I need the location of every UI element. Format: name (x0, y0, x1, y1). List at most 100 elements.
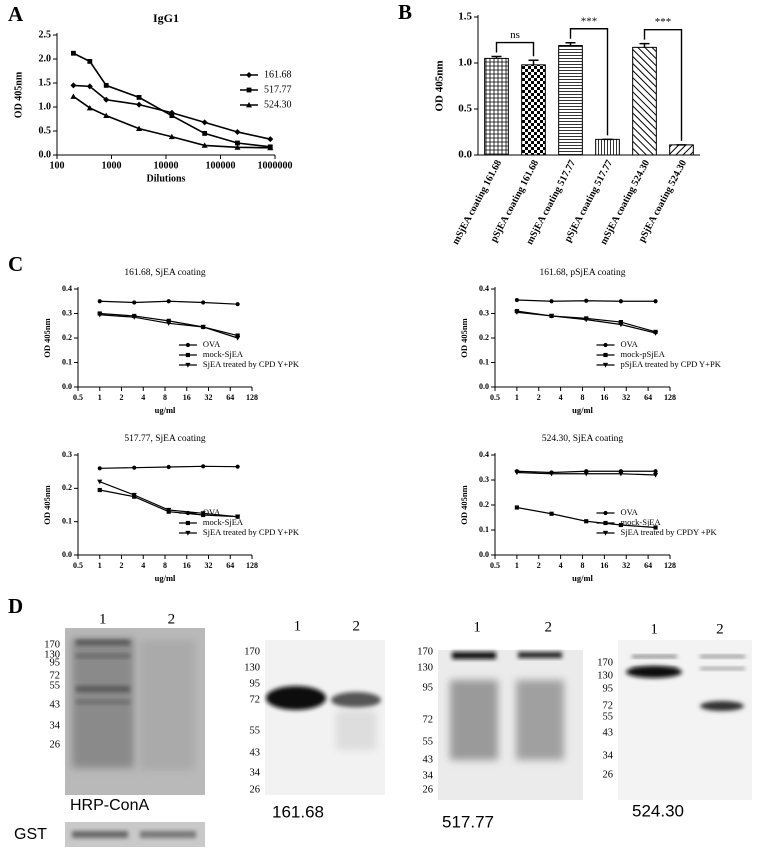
x-tick-label: 64 (226, 393, 234, 402)
x-tick-label: 1 (98, 393, 102, 402)
size-marker: 55 (423, 736, 434, 747)
y-tick-label: 2.0 (39, 53, 52, 64)
x-axis-label: ug/ml (572, 573, 593, 583)
size-marker: 72 (50, 670, 61, 681)
marker (97, 487, 102, 493)
marker (267, 136, 274, 143)
y-tick-label: 1.5 (39, 77, 52, 88)
blot-image (438, 650, 583, 800)
size-marker: 26 (50, 739, 61, 750)
x-tick-label: 32 (205, 561, 213, 570)
panel-label: B (398, 0, 412, 24)
bar (595, 138, 620, 156)
size-marker: 95 (423, 682, 434, 693)
legend-marker (603, 520, 608, 526)
marker (136, 95, 142, 100)
size-marker: 55 (603, 711, 614, 722)
significance-bracket (643, 28, 683, 141)
y-tick-label: 0.1 (62, 516, 72, 525)
marker (234, 128, 241, 135)
marker (131, 492, 137, 498)
y-tick-label: 0.0 (62, 550, 72, 559)
blot-caption: 161.68 (272, 802, 324, 821)
chart-title: 161.68, SjEA coating (124, 268, 206, 278)
loading-control-label: GST (14, 826, 47, 843)
size-marker: 55 (50, 680, 61, 691)
size-marker: 34 (423, 770, 434, 781)
y-tick-label: 0.3 (62, 308, 72, 317)
x-axis-label: Dilutions (147, 173, 186, 184)
chart-title: 517.77, SjEA coating (124, 434, 206, 444)
marker (166, 321, 172, 326)
x-tick-label: 16 (600, 393, 608, 402)
marker (201, 119, 208, 126)
marker (202, 131, 208, 136)
x-tick-label: 32 (622, 561, 630, 570)
legend-marker (602, 530, 609, 536)
x-tick-label: 128 (664, 393, 676, 402)
y-tick-label: 0.2 (479, 333, 489, 342)
bar (632, 46, 657, 156)
y-axis-label: OD 405nm (42, 318, 52, 357)
blot-image (618, 640, 752, 800)
y-tick-label: 0.1 (62, 357, 72, 366)
marker (549, 299, 554, 304)
marker (201, 464, 206, 469)
marker (103, 112, 110, 119)
x-tick-label: 2 (537, 393, 541, 402)
x-tick-label: 1 (515, 561, 519, 570)
x-tick-label: 8 (163, 561, 167, 570)
y-tick-label: 0.3 (479, 308, 489, 317)
panel-label: A (8, 2, 24, 26)
legend-marker (185, 352, 190, 358)
marker (70, 82, 77, 89)
x-tick-label: 4 (559, 561, 563, 570)
x-tick-label: 8 (581, 393, 585, 402)
marker (583, 317, 589, 323)
marker (86, 83, 93, 90)
y-tick-label: 0.0 (479, 382, 489, 391)
blot-image (265, 640, 385, 795)
marker (132, 300, 137, 305)
blot-caption: HRP-ConA (70, 797, 149, 814)
marker (97, 312, 103, 318)
error-bar (491, 55, 502, 59)
marker (618, 322, 624, 328)
error-bar (565, 42, 576, 46)
x-tick-label: 0.5 (73, 393, 83, 402)
x-tick-label: 0.5 (490, 393, 500, 402)
marker (652, 472, 659, 478)
marker (70, 93, 77, 99)
size-marker: 130 (417, 662, 433, 673)
marker (97, 479, 103, 485)
marker (267, 144, 274, 151)
marker (169, 113, 175, 119)
y-tick-label: 0.1 (479, 357, 489, 366)
y-tick-label: 0.1 (479, 525, 489, 534)
marker (548, 313, 555, 319)
legend-label: mock-SjEA (203, 349, 244, 359)
size-marker: 72 (423, 714, 434, 725)
legend-marker (185, 530, 191, 536)
size-marker: 43 (250, 747, 261, 758)
x-tick-label: 2 (120, 561, 124, 570)
y-tick-label: 0.0 (479, 550, 489, 559)
x-tick-label: 4 (559, 393, 563, 402)
legend-label: mock-SjEA (203, 517, 244, 527)
x-tick-label: 128 (664, 561, 676, 570)
y-tick-label: 0.5 (458, 103, 472, 115)
x-axis-label: ug/ml (155, 405, 176, 415)
y-tick-label: 0.3 (62, 450, 72, 459)
legend-marker (603, 510, 608, 516)
y-tick-label: 1.0 (39, 101, 52, 112)
marker (618, 522, 623, 528)
marker (514, 310, 520, 315)
size-marker: 34 (250, 767, 261, 778)
marker (166, 464, 171, 470)
size-marker: 95 (50, 657, 61, 668)
legend-label: OVA (203, 507, 221, 517)
y-tick-label: 1.5 (458, 11, 472, 23)
significance-label: *** (581, 15, 598, 27)
marker (132, 465, 137, 470)
